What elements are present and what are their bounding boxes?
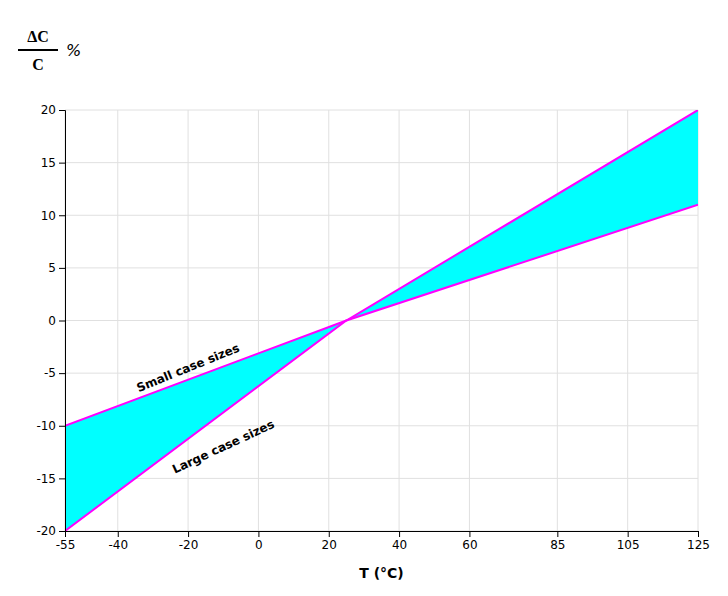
grid-line-x: [258, 110, 259, 531]
tick-mark: [59, 321, 65, 322]
tick: -20: [36, 524, 65, 538]
tick-label: 15: [41, 156, 56, 170]
plot-area: [65, 110, 698, 531]
tick-mark: [628, 531, 629, 537]
tick-mark: [59, 426, 65, 427]
tick-label: 85: [550, 538, 565, 552]
y-axis: -20 -15 -10 -5 0 5 10 15 20: [36, 103, 65, 538]
tick: 20: [322, 531, 337, 552]
grid: [65, 110, 698, 531]
tick: 60: [462, 531, 477, 552]
tick: -40: [108, 531, 128, 552]
tick-label: -5: [44, 366, 56, 380]
tick: 15: [41, 156, 65, 170]
tick: 125: [687, 531, 710, 552]
boundary-line: [65, 110, 698, 426]
tick-label: -55: [56, 538, 76, 552]
tick-mark: [59, 373, 65, 374]
grid-line-y: [65, 110, 698, 111]
tick-label: -15: [36, 472, 56, 486]
tick-label: 105: [617, 538, 640, 552]
tick: 40: [392, 531, 407, 552]
tick-label: 10: [41, 209, 56, 223]
tick-label: 40: [392, 538, 407, 552]
grid-line-y: [65, 478, 698, 479]
annotation: Large case sizes: [170, 417, 276, 476]
tick-mark: [469, 531, 470, 537]
tick-label: 20: [41, 103, 56, 117]
tick-mark: [59, 478, 65, 479]
tick: 105: [617, 531, 640, 552]
y-label-denominator: C: [32, 56, 44, 73]
tick: 0: [48, 314, 65, 328]
tick-label: 0: [48, 314, 56, 328]
tick: 5: [48, 261, 65, 275]
tick-label: -10: [36, 419, 56, 433]
tick: 0: [255, 531, 263, 552]
tick-label: -20: [36, 524, 56, 538]
tick: -10: [36, 419, 65, 433]
axis-line: [59, 111, 66, 532]
chart: -55 -40 -20 0 20 40 60 85 105 125 -20 -15 -10 -5 0 5 10 1…: [0, 0, 728, 596]
tick: 20: [41, 103, 65, 117]
annotation: Small case sizes: [135, 341, 242, 395]
tick: -55: [56, 531, 76, 552]
tick-label: -40: [108, 538, 128, 552]
tick-label: 125: [687, 538, 710, 552]
tick-mark: [59, 531, 65, 532]
tick-label: 5: [48, 261, 56, 275]
boundary-line: [65, 205, 698, 531]
tick-mark: [399, 531, 400, 537]
tick: -15: [36, 472, 65, 486]
tick: -20: [179, 531, 199, 552]
axis-line: [66, 532, 699, 538]
tick-label: 20: [322, 538, 337, 552]
tick: 10: [41, 209, 65, 223]
grid-line-y: [65, 267, 698, 268]
x-axis-label: T (°C): [359, 565, 404, 581]
y-axis-label: ΔC C%: [18, 28, 81, 73]
tick-mark: [59, 215, 65, 216]
grid-line-y: [65, 320, 698, 321]
y-label-numerator: ΔC: [27, 28, 49, 45]
band-area: [65, 110, 698, 531]
tick-label: 0: [255, 538, 263, 552]
grid-line-x: [328, 110, 329, 531]
tick-label: -20: [179, 538, 199, 552]
tick: 85: [550, 531, 565, 552]
tick-mark: [59, 110, 65, 111]
grid-line-x: [557, 110, 558, 531]
annotations: Small case sizes Large case sizes: [135, 341, 277, 477]
tick-label: 60: [462, 538, 477, 552]
grid-line-x: [469, 110, 470, 531]
tick-mark: [59, 163, 65, 164]
grid-line-y: [65, 162, 698, 163]
tick-mark: [258, 531, 259, 537]
grid-line-x: [399, 110, 400, 531]
tick-mark: [188, 531, 189, 537]
x-axis: -55 -40 -20 0 20 40 60 85 105 125: [56, 531, 710, 552]
tick-mark: [118, 531, 119, 537]
tick-mark: [329, 531, 330, 537]
tick: -5: [44, 366, 65, 380]
tick-mark: [557, 531, 558, 537]
fraction-bar: [18, 49, 58, 51]
tick-mark: [698, 531, 699, 537]
tick-mark: [59, 268, 65, 269]
y-label-unit: %: [66, 41, 81, 60]
